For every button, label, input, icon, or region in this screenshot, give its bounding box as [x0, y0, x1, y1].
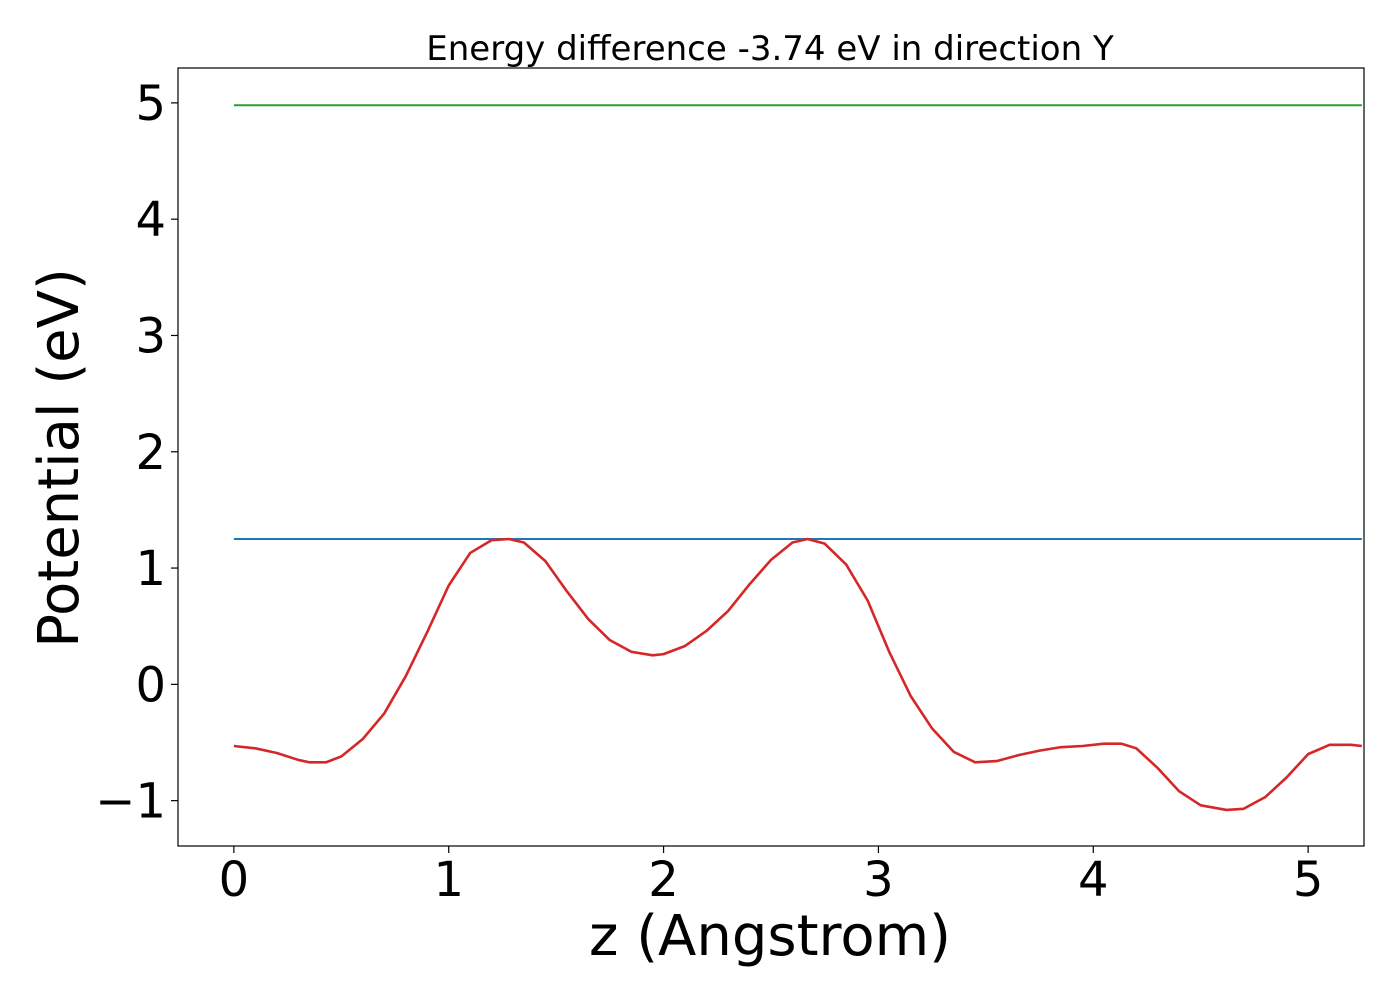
y-tick-label: −1 — [95, 774, 166, 830]
y-tick-label: 3 — [135, 308, 166, 364]
plot-frame — [177, 67, 1365, 847]
y-axis-label: Potential (eV) — [27, 268, 92, 648]
y-tick-label: 2 — [135, 425, 166, 481]
x-axis-ticks: 0 1 2 3 4 5 — [219, 846, 1324, 908]
x-tick-label: 4 — [1078, 852, 1109, 908]
y-tick-label: 1 — [135, 541, 166, 597]
x-tick-label: 0 — [219, 852, 250, 908]
y-axis-ticks: −1 0 1 2 3 4 5 — [95, 76, 178, 830]
y-tick-label: 5 — [135, 76, 166, 132]
y-tick-label: 4 — [135, 192, 166, 248]
series-line-2 — [233, 537, 1362, 812]
series-layer — [233, 104, 1362, 812]
x-tick-label: 3 — [863, 852, 894, 908]
x-tick-label: 5 — [1293, 852, 1324, 908]
y-tick-label: 0 — [135, 657, 166, 713]
chart-title: Energy difference -3.74 eV in direction … — [426, 29, 1114, 69]
x-tick-label: 1 — [433, 852, 464, 908]
x-tick-label: 2 — [648, 852, 679, 908]
x-axis-label: z (Angstrom) — [589, 904, 951, 969]
